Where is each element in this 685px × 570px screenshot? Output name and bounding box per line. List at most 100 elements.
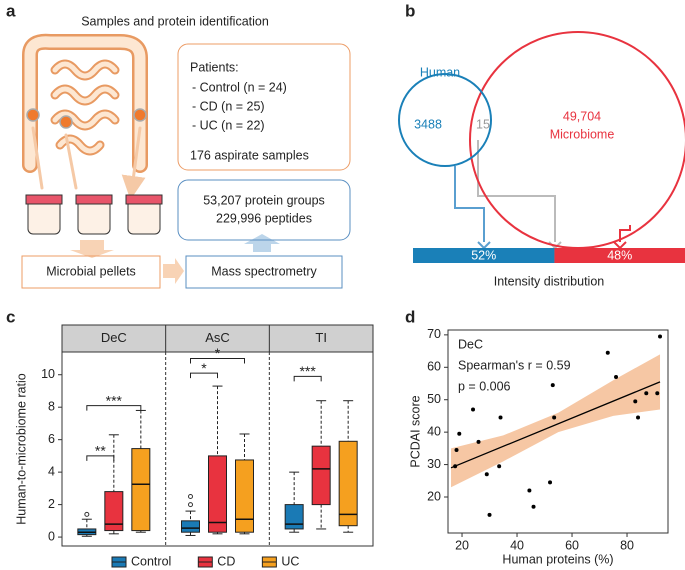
legend-label: UC	[281, 554, 299, 568]
strip	[61, 324, 374, 353]
patients-heading: Patients:	[190, 60, 239, 74]
point	[550, 383, 555, 388]
set-name: Microbiome	[550, 127, 615, 141]
confidence-band	[451, 354, 661, 488]
axis-label: Human-to-microbiome ratio	[14, 373, 28, 524]
patients-line: - CD (n = 25)	[192, 99, 265, 113]
step-label: Mass spectrometry	[211, 264, 317, 278]
y-tick-label: 0	[48, 529, 55, 543]
box	[208, 455, 227, 533]
patients-line: - UC (n = 22)	[192, 118, 265, 132]
distribution-bar	[554, 248, 685, 263]
point	[453, 464, 458, 469]
facet-label: AsC	[205, 330, 230, 345]
distribution-bar	[413, 248, 555, 263]
box	[284, 504, 304, 530]
identification-box	[177, 179, 351, 241]
point	[454, 447, 459, 452]
venn-circle	[398, 73, 492, 167]
significance-label: ***	[299, 363, 316, 379]
annotation: DeC	[458, 337, 483, 351]
legend-label: CD	[217, 554, 235, 568]
y-tick-label: 10	[41, 367, 55, 381]
plot-frame	[61, 351, 374, 547]
axis-label: PCDAI score	[408, 395, 422, 467]
axis-label: Intensity distribution	[494, 274, 605, 288]
point	[633, 399, 638, 404]
outlier	[188, 493, 193, 499]
point	[644, 391, 649, 396]
annotation: p = 0.006	[458, 379, 511, 393]
diagram-title: Samples and protein identification	[81, 14, 269, 28]
box	[311, 445, 331, 506]
distribution-label: 52%	[471, 248, 496, 262]
significance-label: **	[95, 443, 106, 459]
plot-frame	[447, 329, 669, 534]
y-tick-label: 20	[427, 489, 441, 503]
patients-box	[177, 43, 351, 171]
box	[235, 459, 254, 533]
outlier	[84, 511, 90, 517]
significance-bracket	[293, 375, 322, 382]
significance-bracket	[86, 455, 115, 461]
x-tick-label: 20	[455, 538, 469, 552]
samples-count: 176 aspirate samples	[190, 148, 309, 162]
identification-line: 53,207 protein groups	[203, 193, 325, 207]
facet-label: TI	[315, 330, 327, 345]
y-tick-label: 2	[48, 497, 55, 511]
point	[658, 334, 663, 339]
box	[181, 520, 200, 533]
intestine	[22, 33, 146, 188]
significance-label: *	[201, 360, 207, 376]
panel-label: b	[405, 1, 415, 20]
point	[655, 391, 660, 396]
panel-label: c	[6, 307, 15, 326]
y-tick-label: 4	[48, 464, 55, 478]
sample-jars	[25, 194, 280, 284]
y-tick-label: 50	[427, 392, 441, 406]
y-tick-label: 40	[427, 424, 441, 438]
step-box	[21, 255, 161, 289]
y-tick-label: 8	[48, 399, 55, 413]
panel-label: d	[405, 307, 415, 326]
distribution-label: 48%	[607, 248, 632, 262]
significance-bracket	[190, 372, 218, 379]
point	[531, 504, 536, 509]
point	[476, 439, 481, 444]
box	[131, 448, 151, 532]
axis-label: Human proteins (%)	[502, 552, 613, 566]
point	[498, 415, 503, 420]
y-tick-label: 6	[48, 432, 55, 446]
x-tick-label: 60	[565, 538, 579, 552]
panel-label: a	[6, 1, 16, 20]
significance-label: *	[215, 345, 221, 361]
y-tick-label: 30	[427, 457, 441, 471]
facet-label: DeC	[101, 330, 127, 345]
y-tick-label: 60	[427, 360, 441, 374]
point	[497, 464, 502, 469]
point	[552, 415, 557, 420]
point	[527, 488, 532, 493]
box	[338, 440, 358, 527]
step-label: Microbial pellets	[46, 264, 136, 278]
point	[548, 480, 553, 485]
box	[104, 491, 124, 532]
significance-bracket	[86, 405, 142, 411]
point	[471, 407, 476, 412]
point	[457, 431, 462, 436]
y-tick-label: 70	[427, 327, 441, 341]
significance-bracket	[190, 357, 245, 364]
identification-line: 229,996 peptides	[216, 211, 312, 225]
point	[484, 472, 489, 477]
set-value: 3488	[414, 117, 442, 131]
point	[614, 375, 619, 380]
point	[636, 415, 641, 420]
patients-line: - Control (n = 24)	[192, 80, 287, 94]
point	[487, 512, 492, 517]
x-tick-label: 40	[510, 538, 524, 552]
point	[605, 350, 610, 355]
set-name: Human	[420, 65, 460, 79]
overlap-value: 15	[476, 117, 490, 131]
x-tick-label: 80	[620, 538, 634, 552]
